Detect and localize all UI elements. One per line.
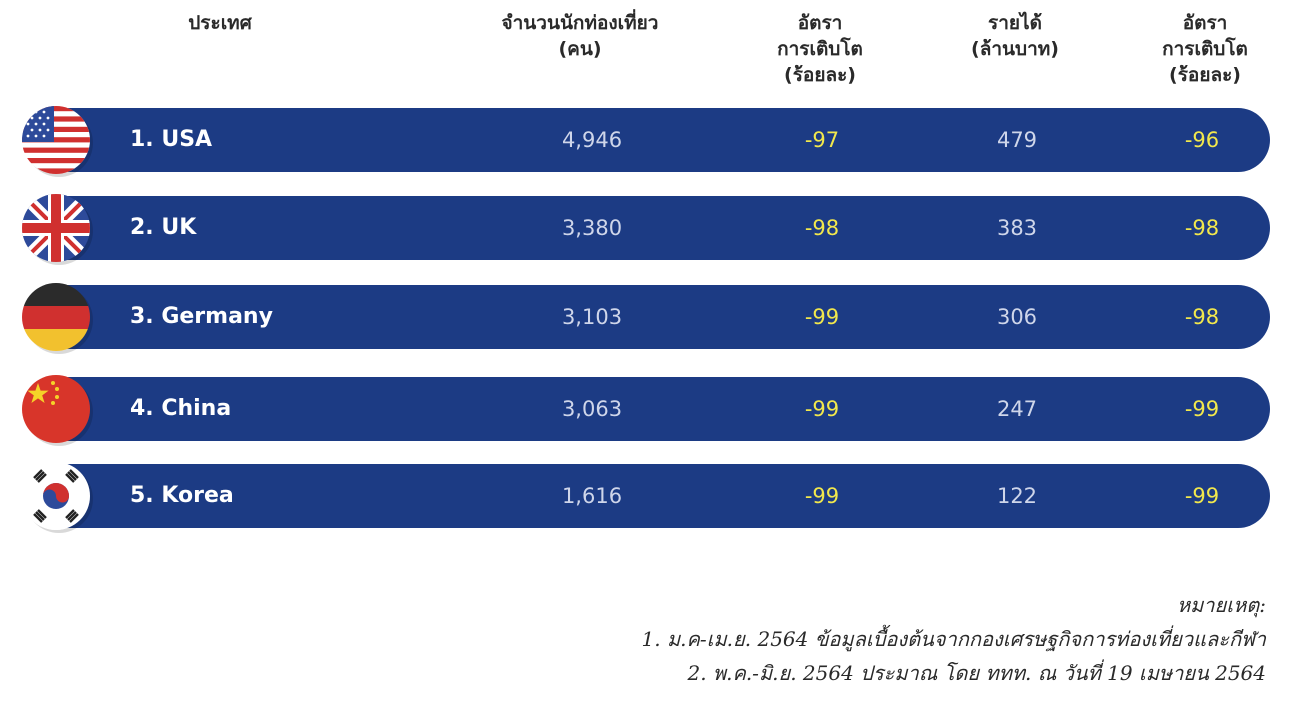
revenue-growth-value: -98 xyxy=(1184,305,1220,329)
header-revenue: รายได้ (ล้านบาท) xyxy=(971,12,1059,60)
revenue-value: 122 xyxy=(996,484,1038,508)
country-table: 1. USA 4,946 -97 479 -96 2. UK 3,380 -98… xyxy=(22,106,1270,530)
tourists-value: 3,063 xyxy=(561,397,623,421)
revenue-growth-value: -99 xyxy=(1184,397,1220,421)
table-row: 3. Germany 3,103 -99 306 -98 xyxy=(22,283,1270,351)
row-bar xyxy=(50,108,1270,172)
revenue-growth-value: -99 xyxy=(1184,484,1220,508)
table-row: 4. China 3,063 -99 247 -99 xyxy=(22,375,1270,443)
row-bar xyxy=(50,196,1270,260)
tourists-value: 3,103 xyxy=(561,305,623,329)
uk-flag-icon xyxy=(22,194,90,262)
tourists-value: 1,616 xyxy=(561,484,623,508)
revenue-value: 306 xyxy=(996,305,1038,329)
country-name: 1. USA xyxy=(130,127,213,152)
notes-line-1: 1. ม.ค-เม.ย. 2564 ข้อมูลเบื้องต้นจากกองเ… xyxy=(641,627,1266,651)
country-name: 4. China xyxy=(130,396,232,421)
tourist-growth-value: -97 xyxy=(804,128,840,152)
germany-flag-icon xyxy=(22,283,90,351)
table-header: ประเทศ จำนวนนักท่องเที่ยว (คน) อัตรา การ… xyxy=(0,10,1308,100)
revenue-growth-value: -98 xyxy=(1184,216,1220,240)
country-name: 2. UK xyxy=(130,215,197,240)
country-name: 3. Germany xyxy=(130,304,273,329)
notes-title: หมายเหตุ: xyxy=(1176,593,1266,617)
revenue-value: 247 xyxy=(996,397,1038,421)
header-revenue-growth: อัตรา การเติบโต (ร้อยละ) xyxy=(1162,12,1248,86)
tourist-growth-value: -99 xyxy=(804,484,840,508)
row-bar xyxy=(50,464,1270,528)
header-tourists: จำนวนนักท่องเที่ยว (คน) xyxy=(501,12,659,60)
revenue-growth-value: -96 xyxy=(1184,128,1220,152)
usa-flag-icon xyxy=(22,106,90,174)
revenue-value: 383 xyxy=(996,216,1038,240)
tourist-growth-value: -99 xyxy=(804,305,840,329)
header-tourist-growth: อัตรา การเติบโต (ร้อยละ) xyxy=(777,12,863,86)
country-name: 5. Korea xyxy=(130,483,234,508)
notes-line-2: 2. พ.ค.-มิ.ย. 2564 ประมาณ โดย ททท. ณ วัน… xyxy=(687,661,1266,685)
table-row: 5. Korea 1,616 -99 122 -99 xyxy=(22,462,1270,530)
footnotes: หมายเหตุ: 1. ม.ค-เม.ย. 2564 ข้อมูลเบื้อง… xyxy=(642,588,1266,690)
row-bar xyxy=(50,285,1270,349)
korea-flag-icon xyxy=(22,462,90,530)
table-row: 2. UK 3,380 -98 383 -98 xyxy=(22,194,1270,262)
table-row: 1. USA 4,946 -97 479 -96 xyxy=(22,106,1270,174)
china-flag-icon xyxy=(22,375,90,443)
tourists-value: 3,380 xyxy=(561,216,623,240)
revenue-value: 479 xyxy=(996,128,1038,152)
header-country: ประเทศ xyxy=(188,12,252,34)
row-bar xyxy=(50,377,1270,441)
tourists-value: 4,946 xyxy=(561,128,623,152)
tourist-growth-value: -99 xyxy=(804,397,840,421)
tourist-growth-value: -98 xyxy=(804,216,840,240)
